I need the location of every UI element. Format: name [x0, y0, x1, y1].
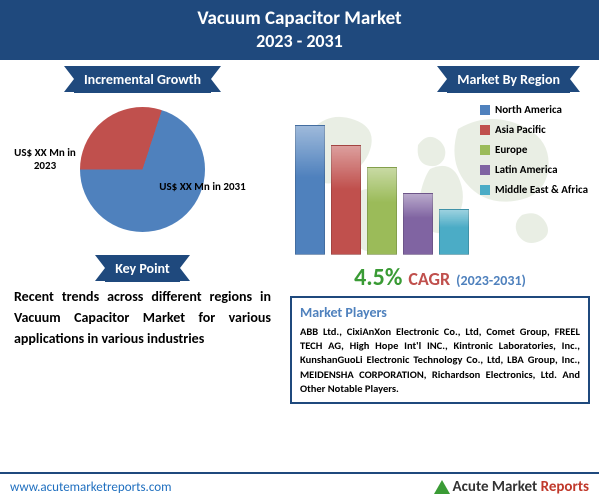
- legend-label: Europe: [495, 143, 527, 156]
- cagr-pct: 4.5%: [354, 263, 402, 292]
- players-title: Market Players: [300, 304, 580, 321]
- legend-swatch: [480, 185, 490, 195]
- footer-url: www.acutemarketreports.com: [10, 480, 171, 495]
- footer: www.acutemarketreports.com Acute Market …: [0, 472, 599, 500]
- region-bar: [295, 125, 325, 255]
- legend-label: Latin America: [495, 163, 558, 176]
- legend-item: Europe: [480, 143, 588, 156]
- page-years: 2023 - 2031: [0, 31, 599, 53]
- pie-label-2023: US$ XX Mn in 2023: [10, 147, 80, 172]
- legend-item: Latin America: [480, 163, 588, 176]
- footer-logo: Acute Market Reports: [434, 478, 589, 496]
- cagr-range: (2023-2031): [456, 272, 526, 289]
- legend-swatch: [480, 165, 490, 175]
- pie-graphic: [80, 107, 205, 232]
- legend-label: North America: [495, 103, 562, 116]
- region-bar: [331, 145, 361, 255]
- keypoint-title: Key Point: [105, 255, 180, 282]
- region-title: Market By Region: [447, 66, 570, 93]
- logo-triangle-icon: [434, 480, 450, 494]
- region-bar: [439, 209, 469, 255]
- cagr-word: CAGR: [408, 268, 450, 290]
- left-column: Incremental Growth US$ XX Mn in 2023 US$…: [10, 60, 275, 349]
- right-column: Market By Region North America Asia Pacif…: [290, 60, 590, 404]
- region-chart: North America Asia Pacific Europe Latin Ame…: [290, 97, 590, 257]
- pie-label-2031: US$ XX Mn in 2031: [155, 181, 250, 194]
- logo-text: Acute Market Reports: [453, 478, 589, 496]
- legend-item: Middle East & Africa: [480, 183, 588, 196]
- region-legend: North America Asia Pacific Europe Latin Ame…: [480, 103, 588, 203]
- legend-label: Middle East & Africa: [495, 183, 588, 196]
- legend-swatch: [480, 125, 490, 135]
- keypoint-text: Recent trends across different regions i…: [10, 286, 275, 349]
- legend-label: Asia Pacific: [495, 123, 546, 136]
- players-box: Market Players ABB Ltd., CixiAnXon Elect…: [290, 296, 590, 404]
- players-text: ABB Ltd., CixiAnXon Electronic Co., Ltd,…: [300, 325, 580, 396]
- page-title: Vacuum Capacitor Market: [0, 8, 599, 31]
- growth-title: Incremental Growth: [74, 66, 211, 93]
- legend-swatch: [480, 105, 490, 115]
- legend-item: North America: [480, 103, 588, 116]
- pie-chart: US$ XX Mn in 2023 US$ XX Mn in 2031: [10, 99, 275, 249]
- legend-swatch: [480, 145, 490, 155]
- header: Vacuum Capacitor Market 2023 - 2031: [0, 0, 599, 60]
- region-bars: [295, 115, 469, 255]
- cagr-line: 4.5% CAGR (2023-2031): [290, 263, 590, 292]
- region-bar: [403, 193, 433, 255]
- legend-item: Asia Pacific: [480, 123, 588, 136]
- region-bar: [367, 167, 397, 255]
